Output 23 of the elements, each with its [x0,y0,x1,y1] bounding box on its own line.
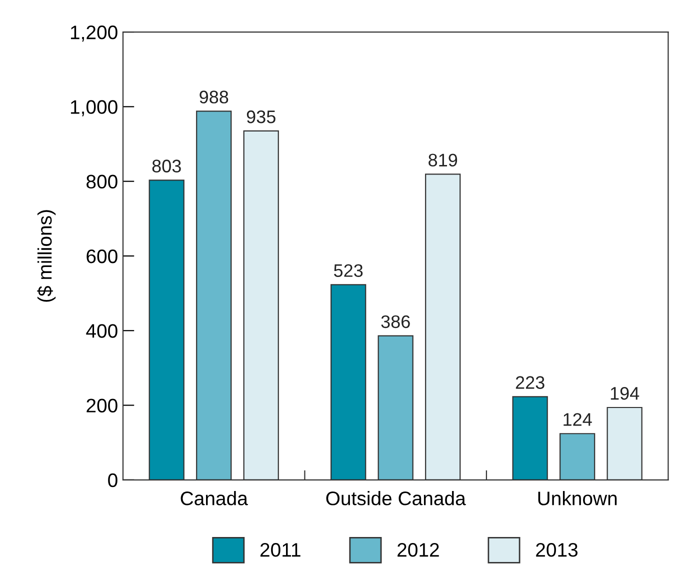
y-axis-title: ($ millions) [37,210,56,302]
legend-label: 2011 [260,543,300,557]
data-label: 386 [381,315,410,328]
legend-label: 2013 [536,543,578,557]
data-label: 803 [152,160,181,172]
y-tick-label: 600 [86,249,118,264]
data-label: 935 [246,110,276,124]
y-tick-label: 0 [108,473,118,488]
y-tick-label: 200 [86,398,118,412]
data-label: 124 [564,413,592,426]
y-tick-label: 1,200 [70,26,118,42]
data-label: 223 [516,376,544,389]
data-label: 988 [200,90,228,104]
x-tick-label: Outside Canada [326,491,466,506]
data-label: 523 [334,264,363,277]
data-label: 819 [428,154,458,166]
y-tick-label: 800 [86,174,118,189]
legend-label: 2012 [398,543,439,557]
data-label: 194 [610,386,640,400]
y-tick-label: 1,000 [70,100,118,116]
x-tick-label: Unknown [538,491,617,506]
x-tick-label: Canada [180,491,248,506]
y-tick-label: 400 [86,324,118,338]
